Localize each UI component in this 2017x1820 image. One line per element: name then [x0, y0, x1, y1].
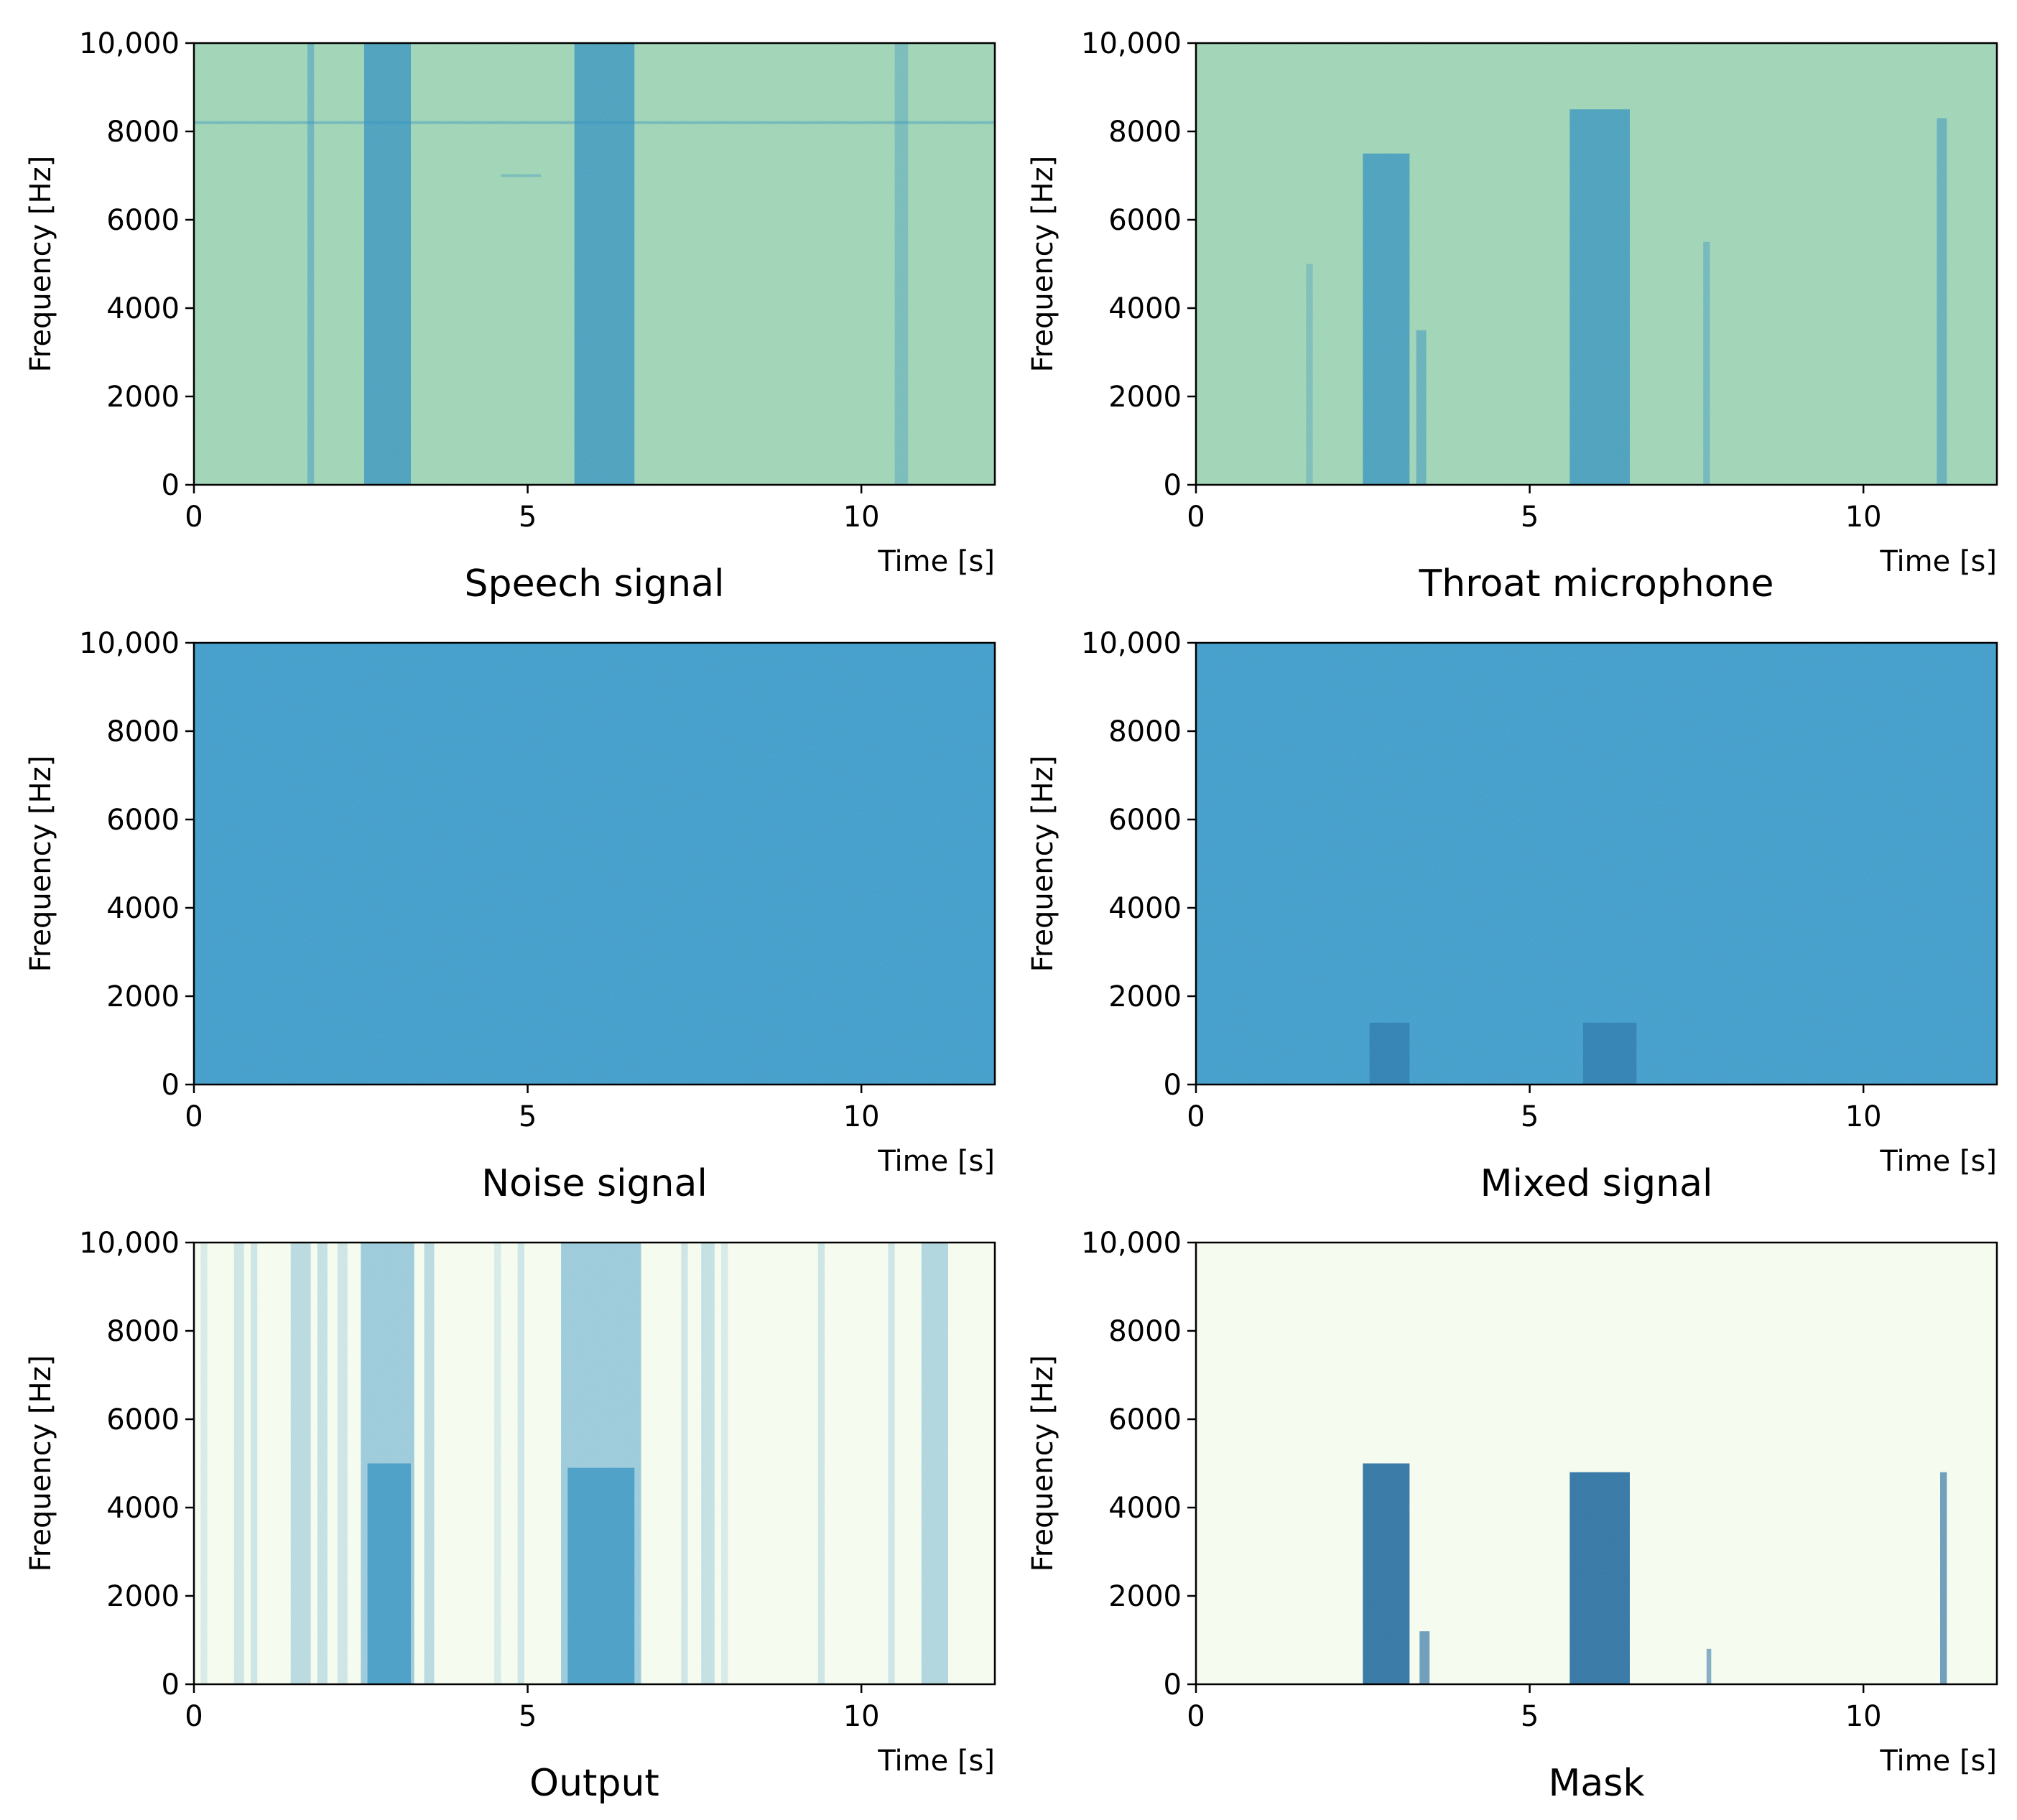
y-tick-label: 6000 — [1108, 204, 1182, 237]
y-tick-label: 2000 — [106, 980, 180, 1013]
y-tick-label: 0 — [162, 1668, 180, 1701]
x-tick-label: 5 — [519, 1100, 537, 1133]
x-tick-label: 5 — [519, 501, 537, 534]
plot-area — [194, 643, 995, 1085]
y-tick-label: 0 — [162, 469, 180, 502]
axes-frame — [193, 42, 996, 486]
panel-title: Output — [529, 1762, 659, 1805]
panel-2: 0 2000 4000 6000 8000 10,000 0 5 10 Frequency [Hz… — [1026, 27, 1998, 605]
y-tick-label: 6000 — [106, 804, 180, 837]
x-axis-label: Time [s] — [1879, 1145, 1997, 1178]
y-tick-label: 2000 — [1108, 1580, 1182, 1613]
plot-area — [194, 1243, 995, 1684]
axes-frame — [1195, 1241, 1998, 1686]
spectrogram-texture — [1196, 43, 1997, 485]
y-tick-label: 4000 — [1108, 892, 1182, 925]
y-tick-label: 4000 — [106, 892, 180, 925]
x-tick-label: 0 — [185, 1100, 203, 1133]
panel-1: 0 2000 4000 6000 8000 10,000 0 5 10 Frequency [Hz… — [24, 27, 996, 605]
x-tick-label: 0 — [185, 501, 203, 534]
panel-title: Mixed signal — [1480, 1162, 1713, 1205]
x-axis-label: Time [s] — [877, 545, 995, 578]
y-axis-label: Frequency [Hz] — [24, 756, 57, 972]
y-tick-label: 6000 — [106, 204, 180, 237]
y-axis-label: Frequency [Hz] — [1026, 156, 1059, 373]
y-tick-label: 2000 — [106, 381, 180, 414]
y-tick-label: 10,000 — [79, 1227, 180, 1260]
y-tick-label: 8000 — [1108, 1315, 1182, 1348]
x-axis-label: Time [s] — [1879, 1745, 1997, 1778]
y-tick-label: 4000 — [106, 1492, 180, 1525]
y-tick-label: 4000 — [1108, 1492, 1182, 1525]
x-tick-label: 0 — [1187, 501, 1205, 534]
y-tick-label: 8000 — [1108, 715, 1182, 748]
x-tick-label: 10 — [843, 1700, 880, 1733]
plot-area — [1196, 1243, 1997, 1684]
y-axis-label: Frequency [Hz] — [1026, 756, 1059, 972]
x-tick-label: 5 — [1521, 1700, 1539, 1733]
x-tick-label: 0 — [1187, 1100, 1205, 1133]
panel-3: 0 2000 4000 6000 8000 10,000 0 5 10 Frequency [Hz… — [24, 627, 996, 1205]
x-axis-label: Time [s] — [877, 1745, 995, 1778]
y-tick-label: 8000 — [106, 116, 180, 149]
y-tick-label: 10,000 — [1081, 27, 1182, 60]
x-tick-label: 0 — [1187, 1700, 1205, 1733]
y-tick-label: 10,000 — [1081, 627, 1182, 660]
y-axis-label: Frequency [Hz] — [24, 156, 57, 373]
x-tick-label: 0 — [185, 1700, 203, 1733]
panel-title: Speech signal — [465, 562, 725, 605]
spectrogram-texture — [194, 643, 995, 1085]
spectrogram-texture — [1196, 1243, 1997, 1684]
y-axis-label: Frequency [Hz] — [1026, 1355, 1059, 1572]
panel-title: Mask — [1549, 1762, 1645, 1805]
y-tick-label: 0 — [1164, 1668, 1182, 1701]
y-tick-label: 0 — [162, 1069, 180, 1102]
y-tick-label: 8000 — [1108, 116, 1182, 149]
y-tick-label: 2000 — [1108, 980, 1182, 1013]
plot-area — [1196, 643, 1997, 1085]
y-tick-label: 4000 — [106, 292, 180, 325]
panel-title: Noise signal — [481, 1162, 708, 1205]
spectrogram-texture — [1196, 643, 1997, 1085]
y-axis-label: Frequency [Hz] — [24, 1355, 57, 1572]
spectrogram-texture — [194, 1243, 995, 1684]
y-tick-label: 4000 — [1108, 292, 1182, 325]
axes-frame — [193, 1241, 996, 1686]
x-tick-label: 10 — [1845, 1100, 1882, 1133]
axes-frame — [1195, 42, 1998, 486]
panel-4: 0 2000 4000 6000 8000 10,000 0 5 10 Frequency [Hz… — [1026, 627, 1998, 1205]
x-tick-label: 5 — [1521, 501, 1539, 534]
x-tick-label: 5 — [519, 1700, 537, 1733]
y-tick-label: 8000 — [106, 715, 180, 748]
y-tick-label: 6000 — [1108, 804, 1182, 837]
x-tick-label: 10 — [843, 1100, 880, 1133]
y-tick-label: 0 — [1164, 469, 1182, 502]
spectrogram-texture — [194, 43, 995, 485]
y-tick-label: 8000 — [106, 1315, 180, 1348]
y-tick-label: 10,000 — [1081, 1227, 1182, 1260]
y-tick-label: 6000 — [106, 1403, 180, 1436]
y-tick-label: 2000 — [106, 1580, 180, 1613]
y-tick-label: 2000 — [1108, 381, 1182, 414]
y-tick-label: 6000 — [1108, 1403, 1182, 1436]
panel-5: 0 2000 4000 6000 8000 10,000 0 5 10 Frequency [Hz… — [24, 1227, 996, 1805]
panel-6: 0 2000 4000 6000 8000 10,000 0 5 10 Frequency [Hz… — [1026, 1227, 1998, 1805]
x-tick-label: 10 — [843, 501, 880, 534]
x-tick-label: 10 — [1845, 1700, 1882, 1733]
x-axis-label: Time [s] — [1879, 545, 1997, 578]
x-axis-label: Time [s] — [877, 1145, 995, 1178]
axes-frame — [1195, 641, 1998, 1086]
panel-title: Throat microphone — [1418, 562, 1773, 605]
axes-frame — [193, 641, 996, 1086]
plot-area — [1196, 43, 1997, 485]
y-tick-label: 10,000 — [79, 27, 180, 60]
y-tick-label: 10,000 — [79, 627, 180, 660]
y-tick-label: 0 — [1164, 1069, 1182, 1102]
x-tick-label: 5 — [1521, 1100, 1539, 1133]
x-tick-label: 10 — [1845, 501, 1882, 534]
plot-area — [194, 43, 995, 485]
